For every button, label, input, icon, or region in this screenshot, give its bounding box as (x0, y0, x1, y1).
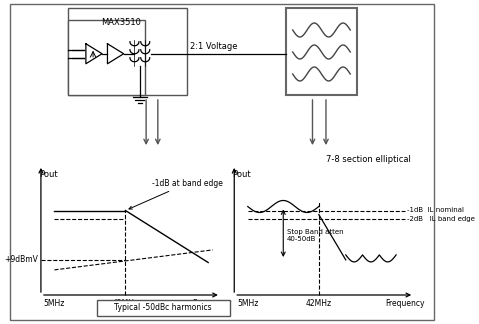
Text: Typical -50dBc harmonics: Typical -50dBc harmonics (114, 304, 212, 313)
Bar (68, 20, 145, 95)
Text: 7-8 section elliptical: 7-8 section elliptical (326, 155, 411, 164)
Text: 2:1 Voltage: 2:1 Voltage (190, 42, 237, 51)
Text: Stop Band atten
40-50dB: Stop Band atten 40-50dB (287, 229, 343, 242)
Text: 5MHz: 5MHz (237, 299, 259, 308)
Text: Pout: Pout (39, 170, 58, 179)
Text: Frequency: Frequency (192, 299, 231, 308)
Text: 5MHz: 5MHz (44, 299, 65, 308)
Text: -1dB at band edge: -1dB at band edge (129, 179, 223, 209)
Bar (285, 8, 357, 95)
Text: -2dB   IL band edge: -2dB IL band edge (407, 215, 475, 222)
Bar (68, 8, 187, 95)
Text: 42MHz: 42MHz (306, 299, 332, 308)
Text: Pout: Pout (232, 170, 251, 179)
Text: Frequency: Frequency (385, 299, 425, 308)
Bar (97, 300, 230, 316)
Text: +9dBmV: +9dBmV (4, 255, 38, 264)
Text: MAX3510: MAX3510 (102, 18, 141, 27)
Text: -1dB  IL nominal: -1dB IL nominal (407, 207, 464, 214)
Text: 42MHz: 42MHz (113, 299, 138, 308)
